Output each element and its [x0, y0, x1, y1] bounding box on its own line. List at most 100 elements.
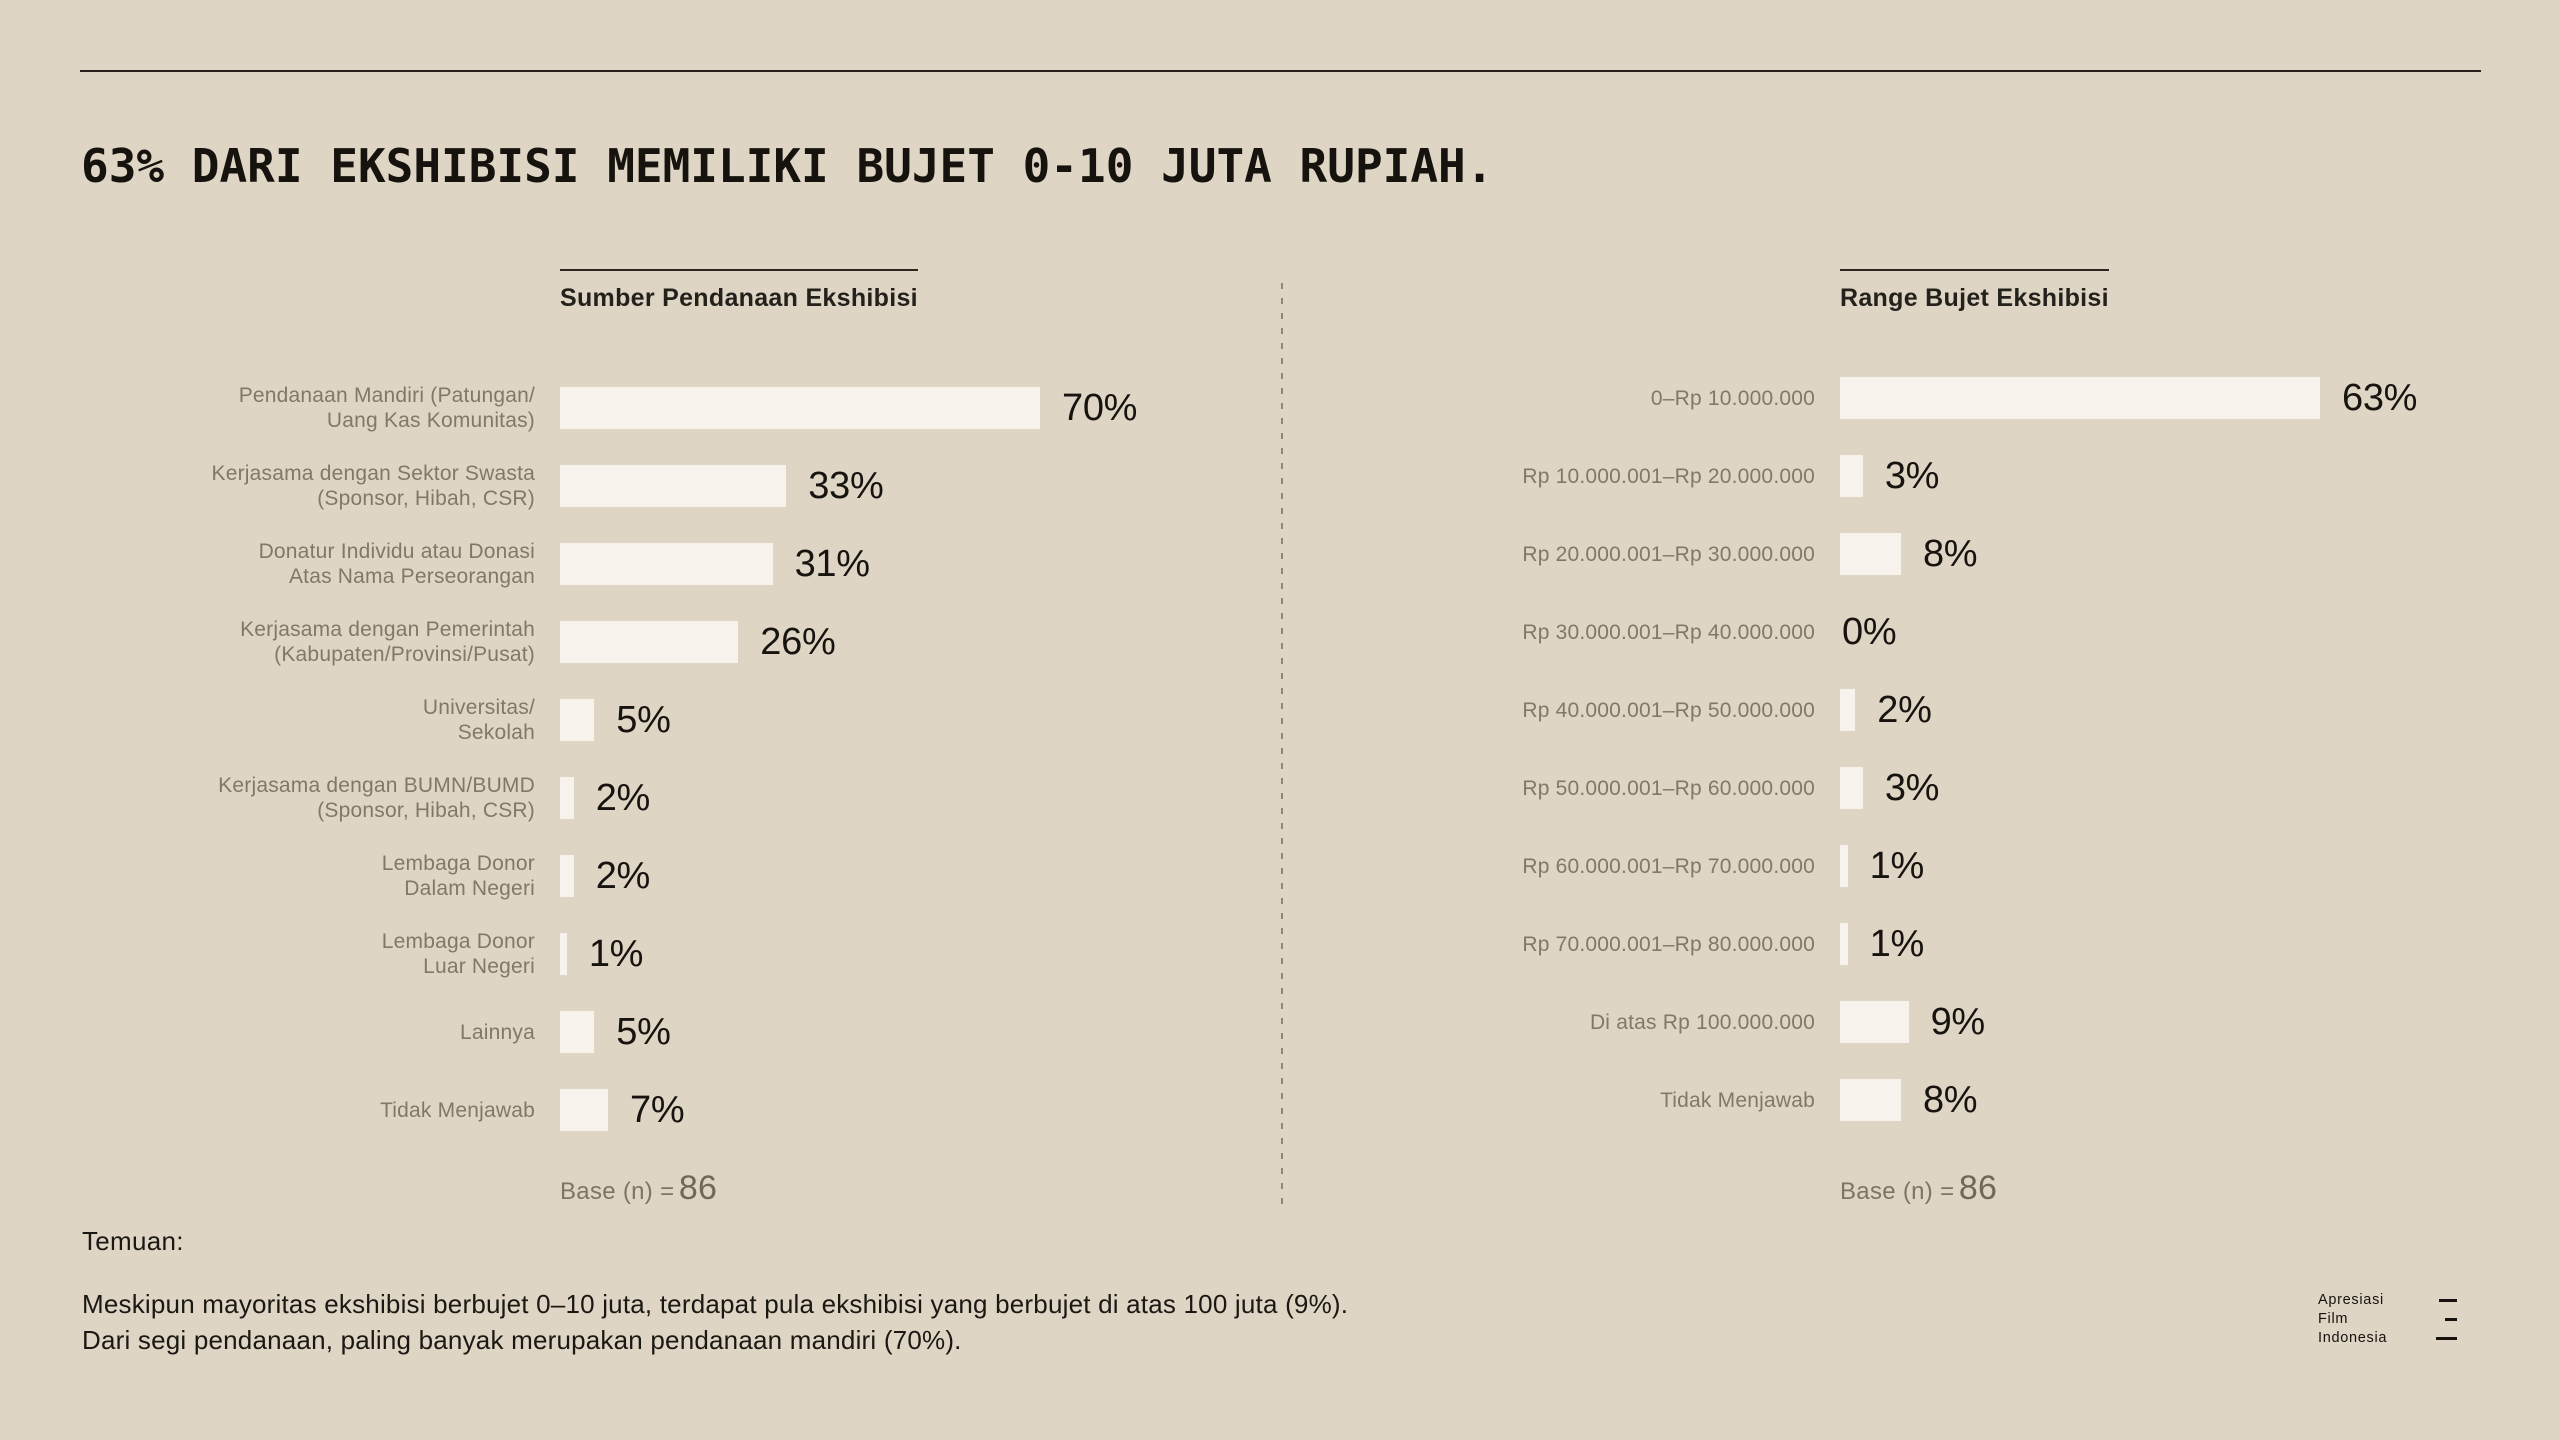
chart-row: Tidak Menjawab 7%: [80, 1071, 1230, 1149]
bar-track: 3%: [1840, 455, 2510, 497]
base-n: Base (n) = 86: [1840, 1169, 1997, 1208]
base-label: Base (n) =: [560, 1178, 675, 1205]
bar-track: 63%: [1840, 377, 2510, 419]
bar: [1840, 1079, 1901, 1121]
category-label: Lembaga Donor Luar Negeri: [381, 930, 535, 978]
category-label: Donatur Individu atau Donasi Atas Nama P…: [258, 540, 535, 588]
bar-track: 2%: [560, 855, 1230, 897]
chart-row: Kerjasama dengan Pemerintah (Kabupaten/P…: [80, 603, 1230, 681]
bar-value: 26%: [760, 620, 836, 663]
category-label: Di atas Rp 100.000.000: [1589, 1010, 1815, 1034]
bar: [560, 1089, 608, 1131]
bar: [560, 777, 574, 819]
category-label: Rp 30.000.001–Rp 40.000.000: [1522, 620, 1815, 644]
chart-row: Rp 30.000.001–Rp 40.000.000 0%: [1360, 593, 2510, 671]
bar-value: 3%: [1884, 454, 1940, 497]
chart-rows: 0–Rp 10.000.000 63% Rp 10.000.001–Rp 20.00…: [1360, 359, 2510, 1139]
category-label: Universitas/ Sekolah: [422, 696, 535, 744]
base-n: Base (n) = 86: [560, 1169, 717, 1208]
bar-track: 1%: [1840, 845, 2510, 887]
bar: [560, 387, 1040, 429]
bar-value: 5%: [616, 698, 671, 741]
bar-track: 1%: [560, 933, 1230, 975]
logo-text: Apresiasi Film Indonesia: [2318, 1291, 2387, 1348]
bar-track: 2%: [1840, 689, 2510, 731]
chart-row: Universitas/ Sekolah 5%: [80, 681, 1230, 759]
chart-title: Range Bujet Ekshibisi: [1840, 269, 2109, 313]
bar: [560, 933, 567, 975]
bar: [1840, 455, 1863, 497]
chart-row: Pendanaan Mandiri (Patungan/ Uang Kas Ko…: [80, 369, 1230, 447]
findings-body: Meskipun mayoritas ekshibisi berbujet 0–…: [82, 1286, 1582, 1358]
logo-mark-dash: [2445, 1318, 2458, 1321]
bar-value: 70%: [1062, 386, 1138, 429]
category-label: Kerjasama dengan Sektor Swasta (Sponsor,…: [211, 462, 535, 510]
bar-track: 9%: [1840, 1001, 2510, 1043]
findings: Temuan: Meskipun mayoritas ekshibisi ber…: [82, 1226, 1582, 1358]
bar-value: 31%: [794, 542, 870, 585]
logo-mark-dash: [2436, 1337, 2458, 1340]
base-label: Base (n) =: [1840, 1178, 1955, 1205]
category-label: Rp 70.000.001–Rp 80.000.000: [1522, 932, 1815, 956]
bar: [1840, 1001, 1909, 1043]
bar-track: 3%: [1840, 767, 2510, 809]
chart-row: Kerjasama dengan BUMN/BUMD (Sponsor, Hib…: [80, 759, 1230, 837]
bar-value: 63%: [2342, 376, 2418, 419]
category-label: Lembaga Donor Dalam Negeri: [381, 852, 535, 900]
bar-value: 33%: [808, 464, 884, 507]
bar-value: 1%: [588, 932, 644, 975]
bar-value: 3%: [1884, 766, 1940, 809]
chart-row: Lembaga Donor Dalam Negeri 2%: [80, 837, 1230, 915]
logo-line: Apresiasi: [2318, 1292, 2384, 1308]
page-title: 63% DARI EKSHIBISI MEMILIKI BUJET 0-10 J…: [81, 139, 1494, 193]
bar-track: 8%: [1840, 1079, 2510, 1121]
bar-value: 5%: [616, 1010, 671, 1053]
bar: [1840, 923, 1848, 965]
bar: [560, 699, 595, 741]
chart-row: Rp 70.000.001–Rp 80.000.000 1%: [1360, 905, 2510, 983]
category-label: Kerjasama dengan Pemerintah (Kabupaten/P…: [240, 618, 535, 666]
bar: [1840, 689, 1856, 731]
chart-row: Kerjasama dengan Sektor Swasta (Sponsor,…: [80, 447, 1230, 525]
logo-mark-dash: [2439, 1299, 2458, 1302]
bar-track: 5%: [560, 699, 1230, 741]
bar-value: 1%: [1869, 844, 1925, 887]
chart-row: Rp 60.000.001–Rp 70.000.000 1%: [1360, 827, 2510, 905]
vertical-dashed-divider: [1281, 283, 1283, 1212]
chart-row: 0–Rp 10.000.000 63%: [1360, 359, 2510, 437]
chart-row: Rp 20.000.001–Rp 30.000.000 8%: [1360, 515, 2510, 593]
bar: [560, 1011, 595, 1053]
bar-value: 7%: [630, 1088, 685, 1131]
category-label: 0–Rp 10.000.000: [1650, 386, 1815, 410]
top-rule: [80, 70, 2481, 72]
chart-rows: Pendanaan Mandiri (Patungan/ Uang Kas Ko…: [80, 369, 1230, 1149]
bar-track: 1%: [1840, 923, 2510, 965]
chart-title: Sumber Pendanaan Ekshibisi: [560, 269, 918, 313]
bar-value: 2%: [1877, 688, 1932, 731]
bar-value: 2%: [595, 854, 651, 897]
bar-track: 33%: [560, 465, 1230, 507]
category-label: Rp 40.000.001–Rp 50.000.000: [1522, 698, 1815, 722]
category-label: Rp 20.000.001–Rp 30.000.000: [1522, 542, 1815, 566]
category-label: Lainnya: [460, 1020, 535, 1044]
bar-track: 5%: [560, 1011, 1230, 1053]
bar: [560, 855, 574, 897]
logo-line: Indonesia: [2318, 1330, 2388, 1346]
chart-row: Donatur Individu atau Donasi Atas Nama P…: [80, 525, 1230, 603]
base-number: 86: [1958, 1169, 1998, 1207]
bar-track: 26%: [560, 621, 1230, 663]
chart-row: Tidak Menjawab 8%: [1360, 1061, 2510, 1139]
category-label: Pendanaan Mandiri (Patungan/ Uang Kas Ko…: [238, 384, 535, 432]
bar-value: 9%: [1930, 1000, 1986, 1043]
bar: [560, 543, 773, 585]
category-label: Tidak Menjawab: [1660, 1088, 1815, 1112]
category-label: Tidak Menjawab: [380, 1098, 535, 1122]
chart-row: Rp 50.000.001–Rp 60.000.000 3%: [1360, 749, 2510, 827]
chart-row: Lainnya 5%: [80, 993, 1230, 1071]
bar: [560, 465, 787, 507]
category-label: Rp 60.000.001–Rp 70.000.000: [1522, 854, 1815, 878]
bar: [1840, 845, 1848, 887]
category-label: Kerjasama dengan BUMN/BUMD (Sponsor, Hib…: [218, 774, 535, 822]
chart-row: Lembaga Donor Luar Negeri 1%: [80, 915, 1230, 993]
